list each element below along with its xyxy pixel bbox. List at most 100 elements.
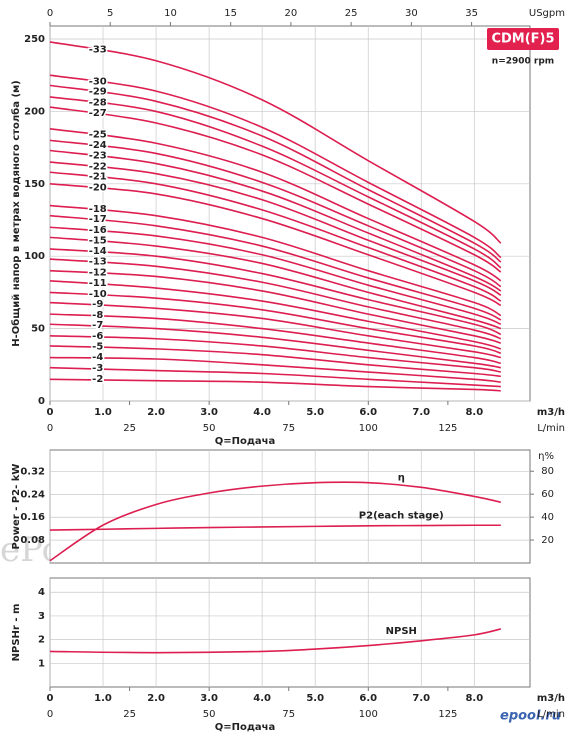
series-label: -10: [89, 289, 107, 300]
x3-tick-label: 0: [47, 8, 53, 19]
y-tick-label: 50: [31, 324, 45, 335]
x-unit: m3/h: [537, 407, 565, 418]
x3-tick-label: 25: [345, 8, 358, 19]
series-label: -27: [89, 108, 107, 119]
series-label: -20: [89, 182, 107, 193]
x2-tick-label: 50: [203, 423, 216, 434]
line-series: [49, 313, 502, 365]
series-label: NPSH: [386, 626, 417, 637]
x-tick-label: 2.0: [147, 407, 165, 418]
logo: epool.ru: [500, 709, 561, 724]
y-tick-label: 0.08: [20, 535, 45, 546]
series-label: -17: [89, 214, 107, 225]
line-series: [49, 258, 502, 340]
x-tick-label: 6.0: [359, 693, 377, 704]
y-axis-label: H-Общий напор в метрах водяного столба (…: [10, 80, 22, 347]
series-label: -7: [92, 320, 103, 331]
y2-tick-label: 40: [541, 512, 554, 523]
line-series: [49, 226, 502, 326]
y2-tick-label: 20: [541, 535, 554, 546]
x-tick-label: 0: [47, 407, 54, 418]
series-label: -15: [89, 235, 107, 246]
line-series: [49, 41, 502, 244]
line-series: [49, 161, 502, 297]
y-tick-label: 0.32: [20, 466, 45, 477]
x-tick-label: 5.0: [306, 693, 324, 704]
series-label: -12: [89, 267, 107, 278]
line-series: [49, 74, 502, 259]
line-series: [49, 345, 501, 378]
x-tick-label: 7.0: [412, 407, 430, 418]
x-tick-label: 1.0: [94, 407, 112, 418]
x-tick-label: 7.0: [412, 693, 430, 704]
title-box: [487, 28, 559, 50]
series-label: -16: [89, 225, 107, 236]
y-tick-label: 250: [24, 34, 45, 45]
series-label: -23: [89, 150, 107, 161]
y-tick-label: 0.24: [20, 489, 45, 500]
series-label: -2: [92, 374, 103, 385]
series-label: -4: [92, 352, 103, 363]
line-series: [49, 84, 502, 263]
series-label: -13: [89, 256, 107, 267]
series-label: -3: [92, 363, 103, 374]
x2-tick-label: 75: [282, 423, 295, 434]
x-tick-label: 4.0: [253, 693, 271, 704]
y2-tick-label: 60: [541, 489, 554, 500]
line-series: [49, 291, 502, 354]
y2-tick-label: 80: [541, 466, 554, 477]
x3-tick-label: 35: [465, 8, 478, 19]
x2-tick-label: 125: [438, 709, 457, 720]
line-series: [49, 524, 501, 531]
line-series: [49, 96, 502, 269]
series-label: -11: [89, 278, 107, 289]
line-series: [49, 269, 502, 344]
x2-tick-label: 50: [203, 709, 216, 720]
x-axis-label: Q=Подача: [215, 722, 276, 733]
x2-tick-label: 0: [47, 709, 53, 720]
x-tick-label: 3.0: [200, 693, 218, 704]
x2-tick-label: 75: [282, 709, 295, 720]
series-label: P2(each stage): [359, 511, 444, 522]
x-tick-label: 2.0: [147, 693, 165, 704]
x2-tick-label: 100: [359, 423, 378, 434]
x3-tick-label: 10: [164, 8, 177, 19]
x3-tick-label: 20: [285, 8, 298, 19]
x2-tick-label: 0: [47, 423, 53, 434]
line-series: [49, 139, 502, 288]
series-label: -18: [89, 204, 107, 215]
line-series: [49, 149, 502, 292]
y-axis-label: Power - P2- kW: [11, 464, 22, 550]
series-label: -30: [89, 76, 107, 87]
series-label: -22: [89, 161, 107, 172]
line-series: [49, 301, 502, 359]
line-series: [49, 214, 502, 321]
y-tick-label: 0.16: [20, 512, 45, 523]
series-label: -21: [89, 171, 107, 182]
line-series: [49, 335, 501, 373]
y-axis-label: NPSHr - m: [11, 604, 22, 662]
series-label: -24: [89, 140, 107, 151]
line-series: [49, 378, 501, 392]
x3-tick-label: 5: [107, 8, 113, 19]
x-tick-label: 8.0: [465, 407, 483, 418]
x-unit: m3/h: [537, 693, 565, 704]
line-series: [49, 128, 502, 282]
series-label: -9: [92, 299, 103, 310]
line-series: [49, 323, 501, 369]
x2-tick-label: 25: [123, 709, 136, 720]
line-series: [49, 183, 502, 307]
x2-tick-label: 25: [123, 423, 136, 434]
x3-unit: USgpm: [529, 8, 565, 19]
series-label: η: [398, 472, 405, 483]
x-axis-label: Q=Подача: [215, 436, 276, 447]
x-tick-label: 1.0: [94, 693, 112, 704]
plot-area: [49, 25, 531, 402]
x-tick-label: 6.0: [359, 407, 377, 418]
y-tick-label: 150: [24, 179, 45, 190]
x-tick-label: 3.0: [200, 407, 218, 418]
line-series: [49, 106, 502, 273]
x2-unit: L/min: [537, 709, 565, 720]
